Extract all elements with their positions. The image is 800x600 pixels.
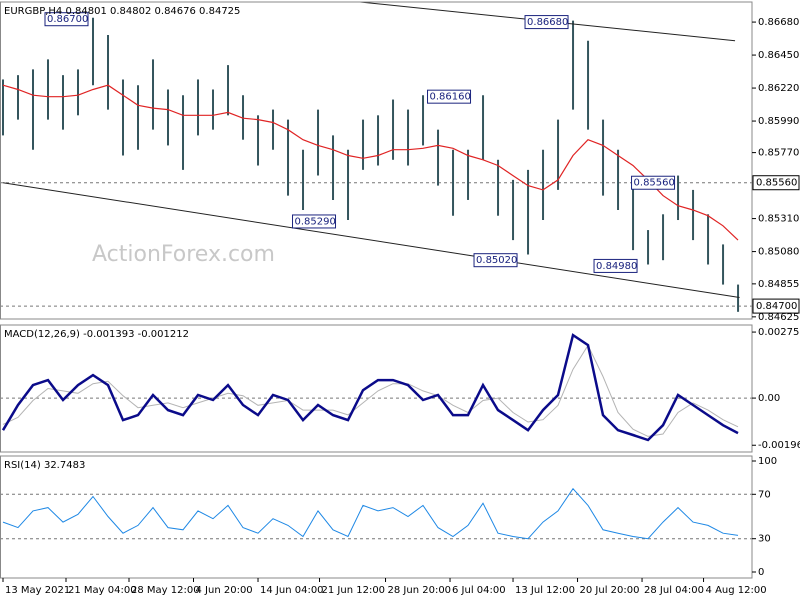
- y-tick-label: 0.85990: [758, 116, 799, 127]
- annotation-box: [473, 253, 518, 268]
- x-tick-label: 4 Jun 20:00: [196, 585, 253, 596]
- x-tick-label: 21 May 04:00: [68, 585, 137, 596]
- x-tick-label: 20 Jul 20:00: [580, 585, 640, 596]
- y-tick-label: 100: [758, 456, 777, 467]
- annotation-box: [44, 12, 89, 27]
- annotation-box: [292, 214, 337, 229]
- y-tick-label: 0.84625: [758, 312, 799, 323]
- panel: [0, 333, 752, 442]
- annotation-label: 0.85290: [295, 216, 336, 227]
- x-tick-label: 28 Jun 20:00: [388, 585, 452, 596]
- annotation-box: [524, 15, 569, 30]
- annotation-label: 0.85560: [634, 178, 675, 189]
- x-tick-label: 13 Jul 12:00: [515, 585, 575, 596]
- y-tick-label: 0.84855: [758, 279, 799, 290]
- x-tick-label: 13 May 2021: [5, 585, 70, 596]
- annotation-box: [593, 258, 638, 273]
- y-tick-label: 0.86450: [758, 50, 799, 61]
- panel-frame: [0, 1, 753, 320]
- series-line: [2, 344, 739, 437]
- y-tick-label: 0.85080: [758, 247, 799, 258]
- annotation-label: 0.86160: [430, 92, 471, 103]
- y-tick-label: 30: [758, 534, 771, 545]
- watermark: ActionForex.com: [92, 242, 275, 267]
- x-tick-label: 6 Jul 04:00: [452, 585, 506, 596]
- annotation-label: 0.86700: [47, 14, 88, 25]
- annotation-label: 0.86680: [527, 17, 568, 28]
- series-line: [2, 487, 739, 540]
- panel-title: EURGBP,H4 0.84801 0.84802 0.84676 0.8472…: [4, 6, 240, 17]
- panel-frame: [0, 455, 753, 579]
- moving-average: [2, 84, 739, 241]
- y-tick-label: 0.85770: [758, 148, 799, 159]
- level-label-box: [752, 175, 800, 191]
- y-tick-label: 0: [758, 567, 764, 578]
- level-label: 0.85560: [756, 178, 797, 189]
- level-label: 0.84700: [756, 301, 797, 312]
- level-label-box: [752, 298, 800, 314]
- panel-title: MACD(12,26,9) -0.001393 -0.001212: [4, 329, 189, 340]
- annotation-label: 0.84980: [596, 261, 637, 272]
- annotation-label: 0.85020: [476, 255, 517, 266]
- x-tick-label: 4 Aug 12:00: [706, 585, 767, 596]
- trend-line: [2, 182, 740, 298]
- series-line: [1, 333, 739, 442]
- x-tick-label: 28 May 12:00: [131, 585, 200, 596]
- y-tick-label: 0.002755: [758, 327, 800, 338]
- annotation-box: [631, 175, 676, 190]
- x-tick-label: 21 Jun 12:00: [322, 585, 386, 596]
- panel: [0, 487, 752, 540]
- panel: ActionForex.com 0.86700 0.86680 0.86160 0.85…: [0, 2, 752, 312]
- y-tick-label: 70: [758, 489, 771, 500]
- y-tick-label: 0.85310: [758, 214, 799, 225]
- panel-title: RSI(14) 32.7483: [4, 460, 85, 471]
- x-tick-label: 14 Jun 04:00: [260, 585, 324, 596]
- y-tick-label: 0.86220: [758, 83, 799, 94]
- y-tick-label: 0.00: [758, 393, 780, 404]
- y-tick-label: 0.86680: [758, 17, 799, 28]
- x-tick-label: 28 Jul 04:00: [644, 585, 704, 596]
- panel-frame: [0, 324, 753, 453]
- annotation-box: [427, 89, 472, 104]
- y-tick-label: -0.001968: [758, 440, 800, 451]
